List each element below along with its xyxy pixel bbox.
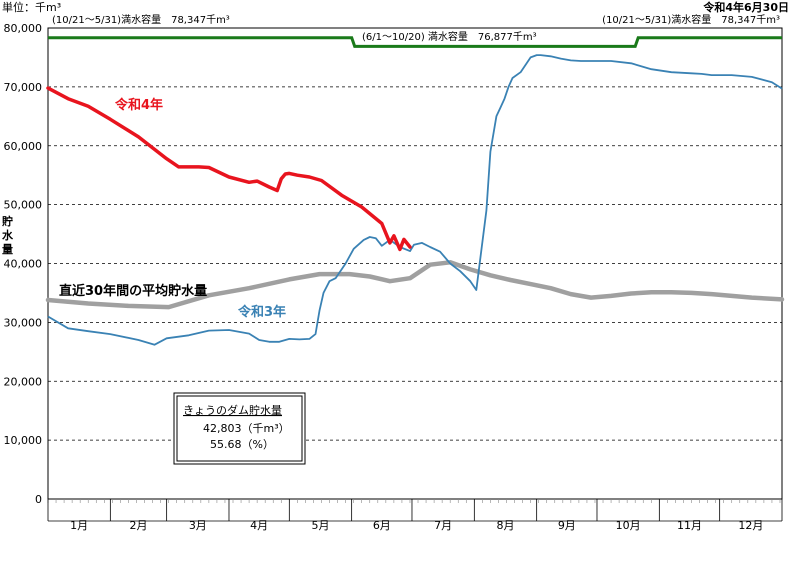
series-line-avg30 xyxy=(45,260,785,310)
y-tick-label: 80,000 xyxy=(4,22,43,35)
y-axis-label-char-3: 量 xyxy=(2,243,13,256)
y-tick-label: 40,000 xyxy=(4,258,43,271)
gridlines xyxy=(48,86,782,441)
series-line-r4 xyxy=(46,86,412,252)
label-avg30: 直近30年間の平均貯水量 xyxy=(59,283,207,299)
y-axis-label: 貯 水 量 xyxy=(2,214,17,256)
month-label: 12月 xyxy=(738,519,763,532)
today-box-percent: 55.68（%） xyxy=(210,438,274,451)
series-line-r3 xyxy=(47,54,783,346)
month-label: 3月 xyxy=(189,519,207,532)
today-box-frame-outer xyxy=(173,392,306,465)
month-label: 11月 xyxy=(677,519,702,532)
x-month-labels: 1月 2月 3月 4月 5月 6月 7月 8月 9月 10月 11月 12月 xyxy=(47,499,783,532)
y-tick-label: 10,000 xyxy=(4,434,43,447)
y-tick-label: 70,000 xyxy=(4,81,43,94)
month-label: 9月 xyxy=(558,519,576,532)
y-tick-label: 0 xyxy=(35,493,42,506)
y-axis-label-char-1: 貯 xyxy=(2,214,13,228)
y-tick-label: 50,000 xyxy=(4,199,43,212)
label-r4: 令和4年 xyxy=(115,97,163,113)
y-tick-labels: 0 10,000 20,000 30,000 40,000 50,000 60,000 70,… xyxy=(4,22,43,506)
today-box-volume: 42,803（千m³） xyxy=(203,422,290,435)
today-box-frame-inner xyxy=(176,395,303,462)
label-r3: 令和3年 xyxy=(238,304,286,320)
y-tick-label: 30,000 xyxy=(4,316,43,329)
month-label: 5月 xyxy=(311,519,329,532)
month-label: 8月 xyxy=(496,519,514,532)
month-label: 2月 xyxy=(129,519,147,532)
series-line-capacity xyxy=(48,36,782,48)
date-label: 令和4年6月30日 xyxy=(702,0,789,14)
y-axis-label-char-2: 水 xyxy=(2,228,14,242)
capacity-label-middle: (6/1～10/20) 満水容量 76,877千m³ xyxy=(362,30,537,43)
capacity-label-left: (10/21～5/31)満水容量 78,347千m³ xyxy=(52,13,230,26)
month-label: 7月 xyxy=(434,519,452,532)
y-tick-label: 20,000 xyxy=(4,375,43,388)
month-label: 6月 xyxy=(373,519,391,532)
today-storage-box: きょうのダム貯水量 42,803（千m³） 55.68（%） xyxy=(173,392,306,465)
series-lines xyxy=(45,36,785,346)
x-day-ticks xyxy=(47,499,781,503)
month-label: 4月 xyxy=(250,519,268,532)
month-label: 1月 xyxy=(70,519,88,532)
unit-label: 単位：千m³ xyxy=(2,0,61,14)
month-label: 10月 xyxy=(616,519,641,532)
capacity-label-right: (10/21～5/31)満水容量 78,347千m³ xyxy=(602,13,780,26)
y-tick-label: 60,000 xyxy=(4,140,43,153)
today-box-title: きょうのダム貯水量 xyxy=(183,403,282,417)
